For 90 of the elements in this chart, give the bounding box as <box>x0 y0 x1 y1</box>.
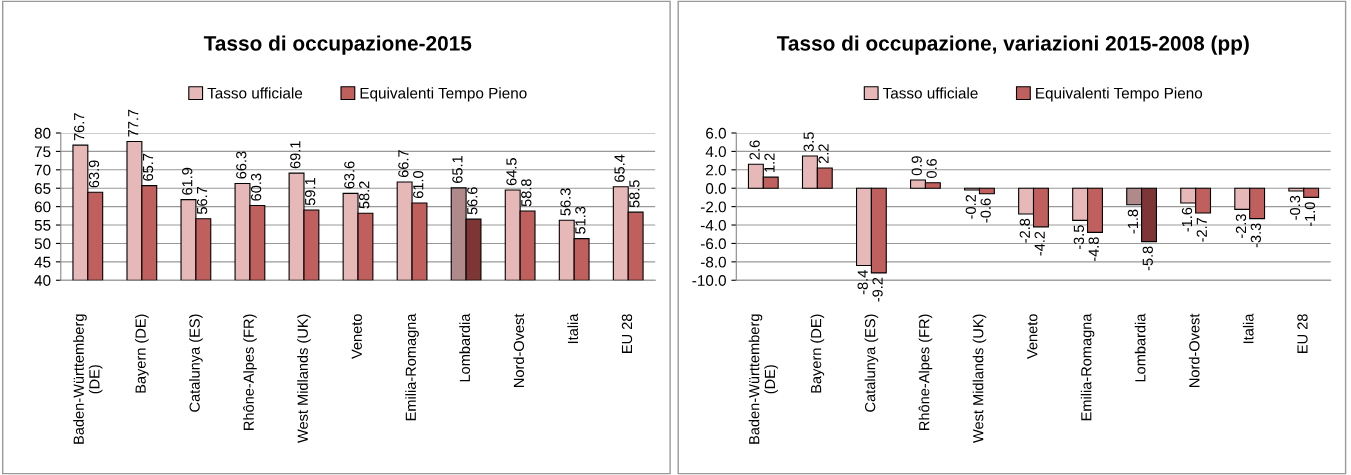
y-tick-label: -8.0 <box>700 256 726 268</box>
data-label: -2.8 <box>1019 218 1030 243</box>
data-label: 0.9 <box>911 156 922 176</box>
data-label: -2.3 <box>1235 214 1247 239</box>
data-label: -9.2 <box>872 277 883 302</box>
data-label: 58.2 <box>359 181 370 209</box>
data-label: -2.7 <box>1196 217 1207 242</box>
x-tick-label: Veneto <box>1027 314 1038 359</box>
y-tick-label: 4.0 <box>705 146 726 158</box>
y-tick-label: 80 <box>34 127 51 139</box>
x-tick-label: Rhône-Alpes (FR) <box>918 314 933 430</box>
data-label: 2.6 <box>749 140 760 160</box>
data-label: -8.4 <box>857 270 868 295</box>
x-tick-label: Italia <box>567 313 579 344</box>
data-label: 3.5 <box>803 132 814 152</box>
x-tick-label: Italia <box>1242 313 1254 344</box>
data-label: 76.7 <box>73 113 85 141</box>
x-tick-label: Lombardia <box>459 313 471 382</box>
data-label: -0.3 <box>1289 195 1301 220</box>
data-label: -3.3 <box>1250 223 1262 248</box>
data-label: 0.6 <box>926 158 937 178</box>
y-tick-label: 0.0 <box>705 183 726 194</box>
data-label: 65.1 <box>452 156 463 183</box>
y-tick-label: -4.0 <box>700 219 726 231</box>
y-tick-label: 6.0 <box>706 127 726 139</box>
legend-label: Tasso ufficiale <box>882 87 978 99</box>
data-label: 66.7 <box>398 150 409 178</box>
data-label: 64.5 <box>506 158 517 186</box>
legend-label: Equivalenti Tempo Pieno <box>1036 87 1203 102</box>
y-tick-label: 70 <box>34 164 51 176</box>
x-tick-label: EU 28 <box>621 314 633 353</box>
legend-label: Tasso ufficiale <box>207 87 303 99</box>
data-label: -0.2 <box>965 194 976 219</box>
data-label: 66.3 <box>236 151 247 179</box>
x-tick-label: Catalunya (ES) <box>864 314 879 412</box>
legend-label: Equivalenti Tempo Pieno <box>360 87 527 102</box>
data-label: 69.1 <box>290 141 301 169</box>
data-label: 65.4 <box>614 154 625 182</box>
data-label: 2.2 <box>818 144 829 164</box>
y-tick-label: -2.0 <box>700 201 726 213</box>
data-label: 65.7 <box>142 153 154 181</box>
y-tick-label: 55 <box>34 220 51 231</box>
data-label: -0.6 <box>980 198 991 223</box>
x-tick-label: West Midlands (UK) <box>972 314 987 443</box>
data-label: 61.0 <box>413 170 424 199</box>
data-label: -1.0 <box>1304 202 1316 227</box>
y-tick-label: 65 <box>34 183 51 194</box>
y-tick-label: 45 <box>34 256 51 268</box>
data-label: 56.3 <box>560 188 571 216</box>
data-label: 63.9 <box>88 160 100 188</box>
y-tick-label: 50 <box>34 238 51 250</box>
data-label: 59.1 <box>304 178 316 206</box>
x-tick-label: Baden-Württemberg (DE) <box>748 314 778 444</box>
y-tick-label: -6.0 <box>700 238 726 250</box>
data-label: 58.5 <box>629 180 640 208</box>
y-tick-label: 40 <box>34 275 51 286</box>
data-label: -3.5 <box>1073 225 1085 250</box>
x-tick-label: Rhône-Alpes (FR) <box>243 314 257 430</box>
x-tick-label: Bayern (DE) <box>135 314 149 393</box>
data-label: 61.9 <box>182 167 193 195</box>
x-tick-label: EU 28 <box>1297 314 1308 353</box>
y-tick-label: 75 <box>34 146 51 158</box>
data-label: 58.8 <box>521 179 532 207</box>
x-tick-label: Bayern (DE) <box>810 314 825 393</box>
x-tick-label: West Midlands (UK) <box>297 314 311 443</box>
x-tick-label: Emilia-Romagna <box>405 313 419 421</box>
x-tick-label: Nord-Ovest <box>513 313 525 387</box>
x-tick-label: Lombardia <box>1134 313 1146 382</box>
y-tick-label: -10.0 <box>692 275 726 286</box>
data-label: 56.6 <box>467 187 478 215</box>
x-tick-label: Catalunya (ES) <box>189 314 203 412</box>
y-tick-label: 60 <box>34 201 51 213</box>
x-tick-label: Nord-Ovest <box>1188 313 1200 387</box>
data-label: -1.8 <box>1127 209 1139 234</box>
x-tick-label: Emilia-Romagna <box>1080 313 1095 421</box>
data-label: 60.3 <box>250 173 262 201</box>
data-label: 1.2 <box>764 153 775 172</box>
chart-title: Tasso di occupazione, variazioni 2015-2008 (pp) <box>776 35 1249 55</box>
x-tick-label: Baden-Württemberg (DE) <box>73 314 103 444</box>
data-label: 56.7 <box>196 186 208 215</box>
y-tick-label: 2.0 <box>706 164 726 176</box>
data-label: -4.8 <box>1088 237 1099 262</box>
data-label: -4.2 <box>1034 231 1045 256</box>
data-label: -5.8 <box>1142 246 1153 271</box>
x-tick-label: Veneto <box>351 314 362 359</box>
data-label: 77.7 <box>128 109 139 137</box>
data-label: -1.6 <box>1181 207 1193 232</box>
chart-title: Tasso di occupazione-2015 <box>203 35 472 55</box>
data-label: 63.6 <box>344 161 355 189</box>
data-label: 51.3 <box>575 206 586 234</box>
